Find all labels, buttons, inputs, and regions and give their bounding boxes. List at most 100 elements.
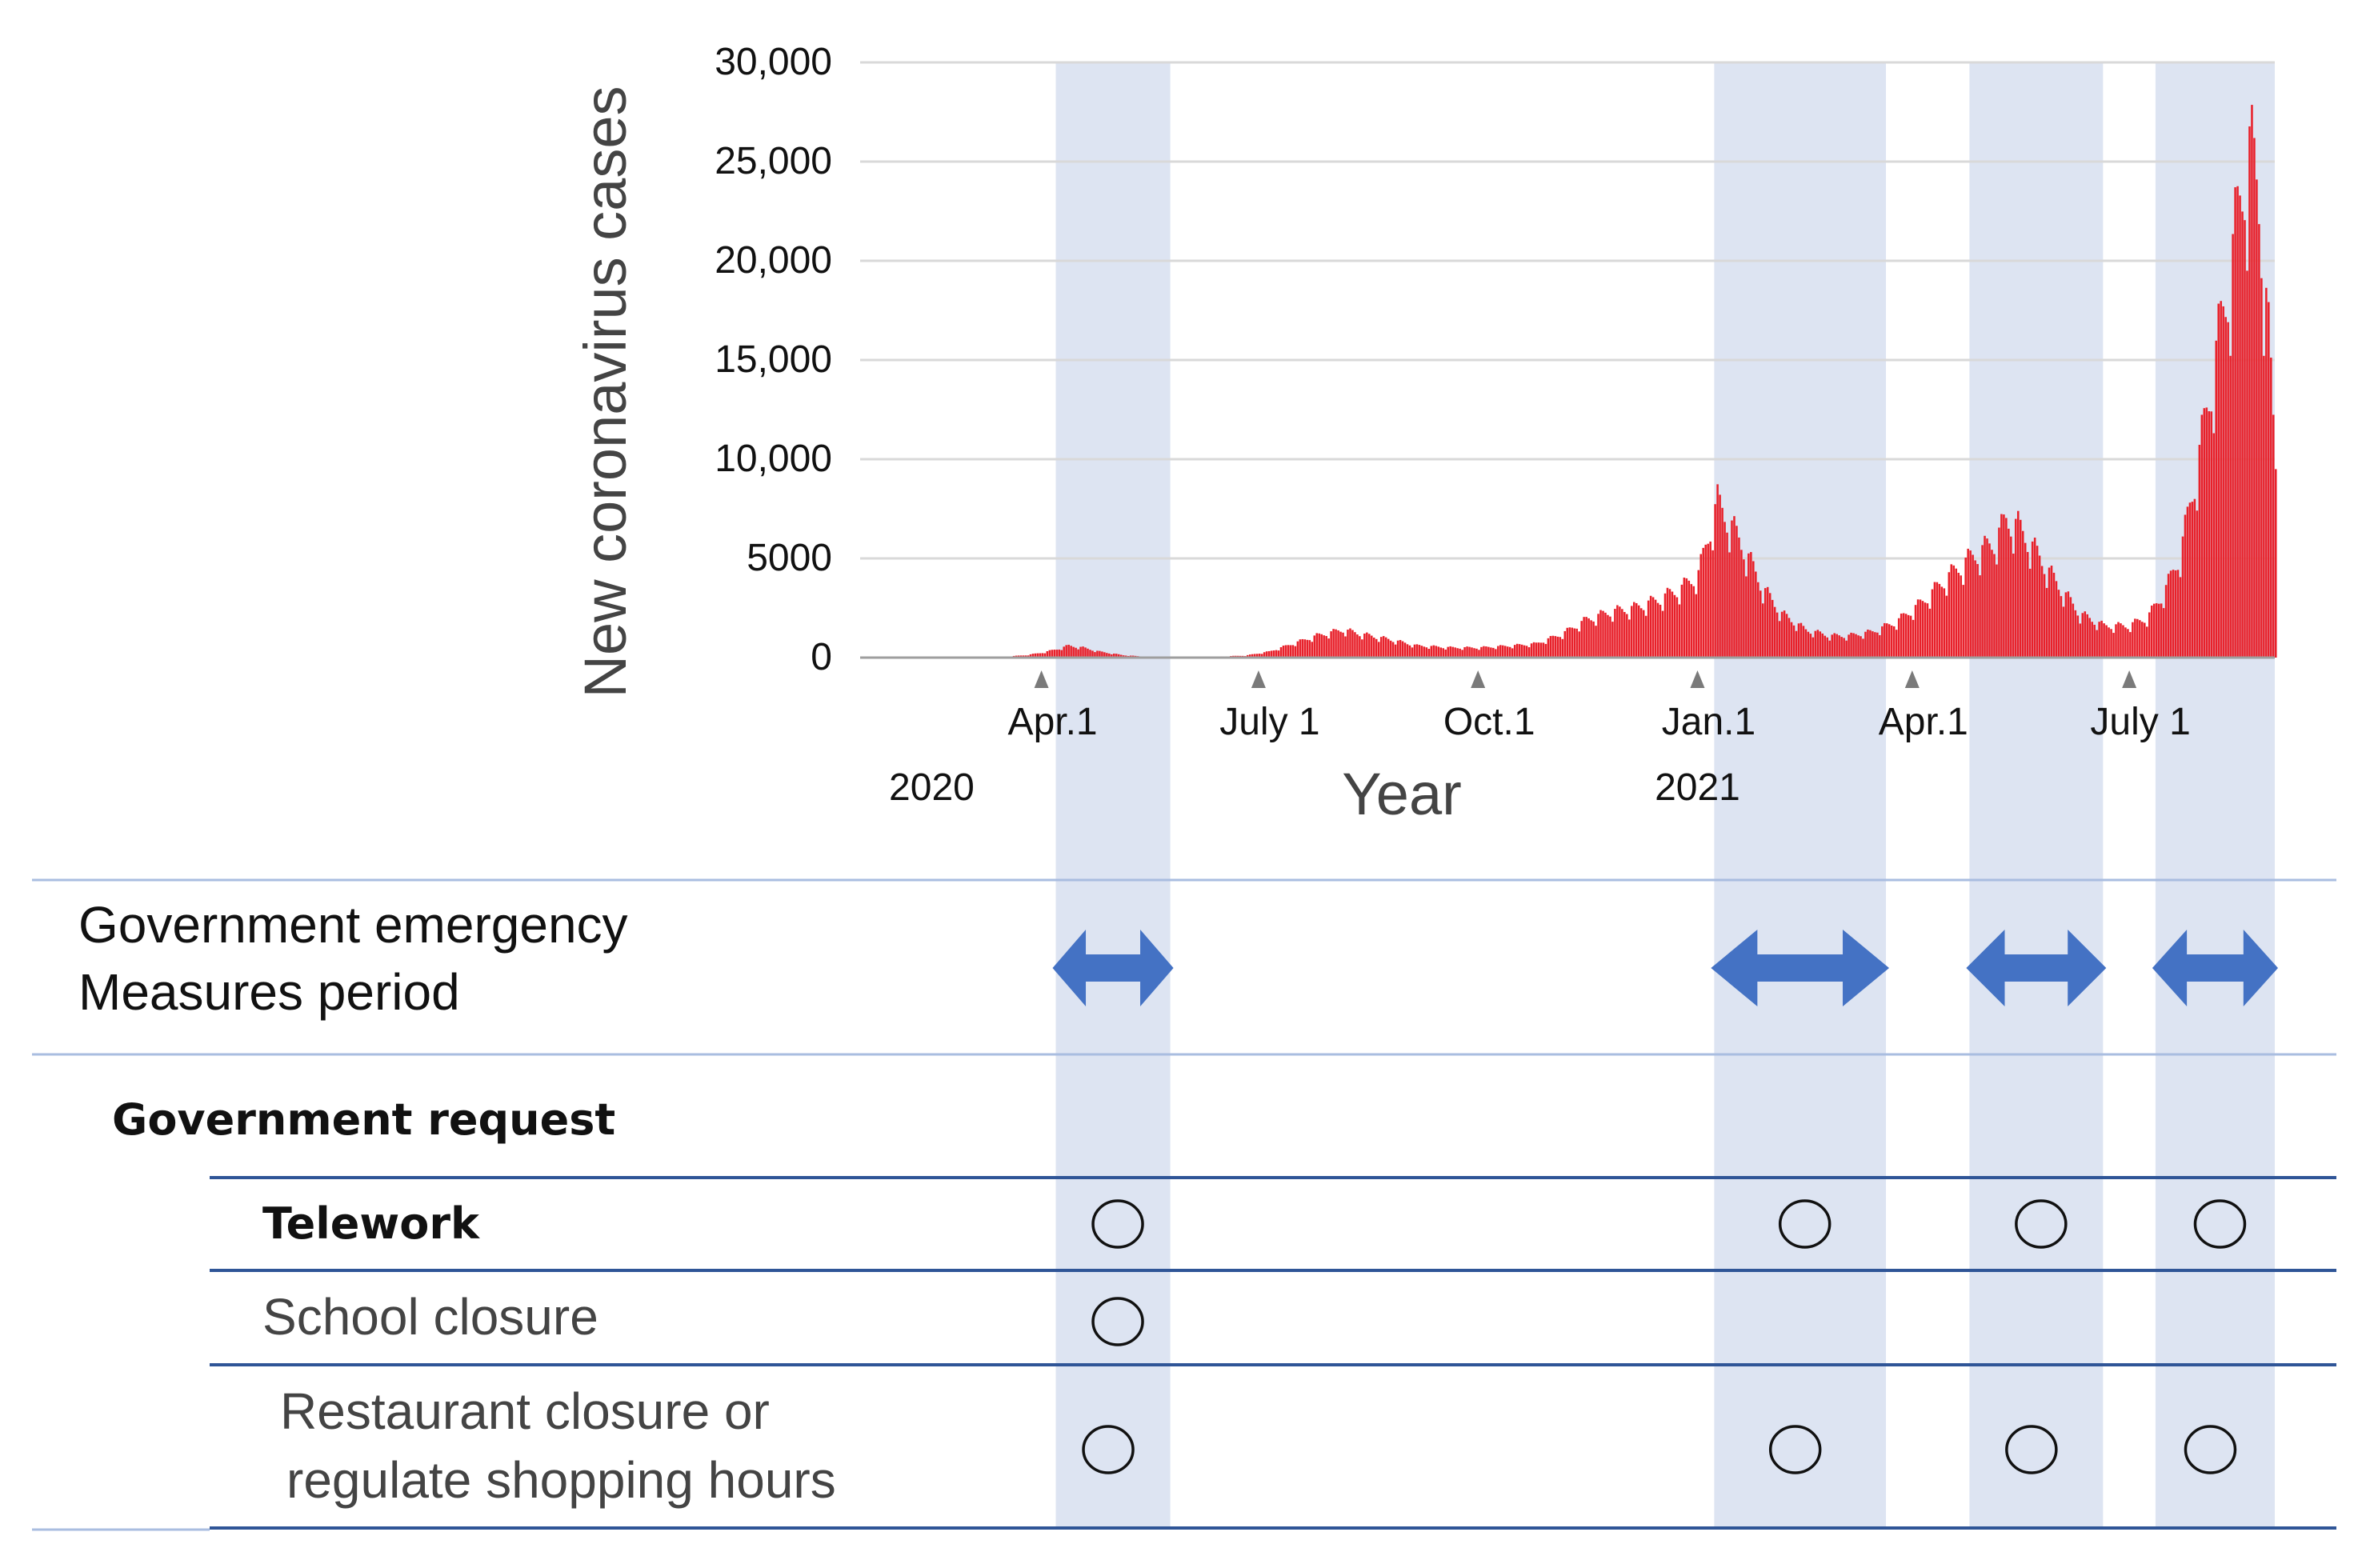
bar (1444, 650, 1447, 658)
bar (2153, 604, 2156, 658)
bar (2022, 531, 2024, 658)
bar (1988, 543, 1991, 658)
bar (1058, 650, 1060, 658)
bar (1395, 645, 1397, 658)
bar (1714, 504, 1716, 658)
bar (1323, 635, 1325, 658)
bar (1643, 610, 1645, 658)
bar (1578, 631, 1580, 658)
bar (1435, 646, 1438, 658)
bar (1302, 639, 1304, 658)
bar (1776, 613, 1779, 658)
bar (2041, 566, 2044, 658)
bar (1385, 638, 1387, 658)
bar (1900, 614, 1903, 658)
bar (1451, 647, 1454, 658)
bar (1831, 634, 1833, 658)
bar (1719, 494, 1721, 658)
bar (2015, 519, 2017, 658)
bar (1731, 521, 1733, 658)
bar (1397, 641, 1399, 658)
bar (2068, 591, 2070, 658)
y-tick-label: 25,000 (715, 140, 832, 182)
bar (1564, 631, 1567, 658)
bar (1082, 646, 1084, 658)
x-tick-marker (1905, 670, 1920, 688)
bar (1426, 647, 1428, 658)
bar (2141, 622, 2144, 658)
bar (1509, 647, 1511, 658)
bar (2108, 627, 2110, 658)
bar (1843, 638, 1845, 658)
bar (2112, 633, 2115, 658)
bar (1485, 646, 1487, 658)
bar (2075, 610, 2077, 658)
bar (1568, 627, 1571, 658)
bar (1922, 601, 1924, 658)
bar (2144, 622, 2146, 658)
bar (1955, 569, 1957, 658)
bar (1927, 603, 1929, 658)
bar (2263, 356, 2265, 658)
bar (2148, 612, 2151, 658)
bar (1920, 599, 1922, 658)
bar (1688, 581, 1691, 658)
bar (1619, 606, 1621, 658)
bar (2234, 187, 2236, 658)
bar (2080, 623, 2082, 658)
bar (2056, 581, 2058, 658)
bar (2208, 411, 2211, 658)
bar (1810, 634, 1812, 658)
bar (1800, 623, 1803, 658)
bar (1571, 628, 1573, 658)
bar (1891, 626, 1893, 658)
bar (1392, 642, 1395, 658)
bar (1511, 648, 1514, 658)
bar (1944, 588, 1946, 658)
bar (2201, 414, 2204, 658)
bar (1946, 596, 1948, 658)
bar (1363, 634, 1366, 658)
bar (1981, 545, 1984, 658)
bar (2220, 301, 2222, 658)
bar (1504, 646, 1507, 658)
bar (1628, 619, 1631, 658)
bar (1657, 603, 1659, 658)
bar (1523, 646, 1526, 658)
bar (1439, 647, 1442, 658)
bar (2020, 520, 2022, 658)
bar (1691, 584, 1693, 658)
bar (1359, 636, 1361, 658)
bar (1702, 548, 1704, 658)
bar (2124, 627, 2127, 658)
emergency-band-3 (1969, 62, 2103, 1526)
bar (2163, 608, 2165, 658)
bar (1957, 573, 1960, 658)
y-tick-label: 15,000 (715, 338, 832, 381)
bar (1315, 633, 1318, 658)
bar (1602, 611, 1604, 658)
bar (1380, 637, 1383, 658)
bar (1812, 638, 1815, 658)
bar (1774, 607, 1776, 658)
bar (2187, 506, 2189, 658)
bar (2180, 577, 2182, 658)
bar (1442, 648, 1444, 658)
bar (1667, 588, 1669, 658)
bar (2017, 511, 2020, 658)
bar (1757, 582, 1759, 658)
bar (1399, 640, 1402, 658)
bar (1917, 599, 1920, 658)
bar (1318, 634, 1320, 658)
bar (1771, 600, 1774, 658)
bar (1626, 614, 1628, 658)
bar (1828, 641, 1831, 658)
bar (1490, 647, 1492, 658)
y-tick-label: 10,000 (715, 438, 832, 480)
bar (1752, 561, 1755, 658)
bar (2275, 469, 2277, 658)
bar (1557, 637, 1559, 658)
bar (2160, 603, 2163, 658)
bar (1414, 645, 1416, 658)
bar (1996, 565, 1998, 658)
